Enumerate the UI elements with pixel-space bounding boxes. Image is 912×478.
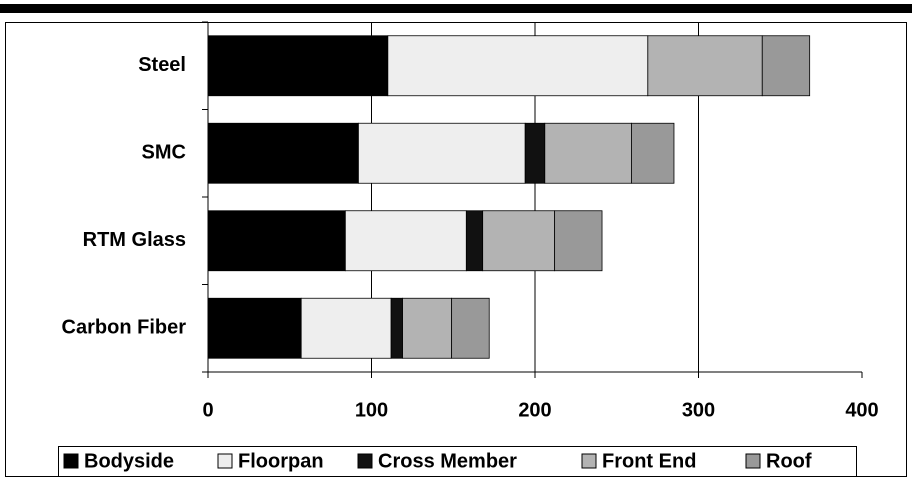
bar-segment <box>390 297 403 359</box>
y-tick-label: Steel <box>138 54 186 76</box>
bar-segment <box>761 35 811 97</box>
y-tick-label: Carbon Fiber <box>62 317 187 339</box>
legend-swatch <box>745 453 761 469</box>
legend-label: Front End <box>602 450 696 472</box>
bar-segment <box>344 210 467 272</box>
legend-label: Floorpan <box>238 450 324 472</box>
legend-label: Cross Member <box>378 450 517 472</box>
x-tick-label: 400 <box>845 399 878 421</box>
bar-segment <box>402 297 453 359</box>
bar-segment <box>387 35 649 97</box>
legend-label: Bodyside <box>84 450 174 472</box>
bar-segment <box>207 210 346 272</box>
bar-segment <box>631 122 675 184</box>
bar-segment <box>524 122 546 184</box>
bar-segment <box>207 122 359 184</box>
bar-segment <box>544 122 632 184</box>
x-tick-label: 300 <box>682 399 715 421</box>
x-tick-label: 100 <box>355 399 388 421</box>
bar-segment <box>554 210 603 272</box>
bar-segment <box>358 122 526 184</box>
legend-swatch <box>581 453 597 469</box>
x-tick-label: 200 <box>518 399 551 421</box>
bar-segment <box>300 297 392 359</box>
legend-label: Roof <box>766 450 812 472</box>
legend-box <box>58 446 857 477</box>
x-tick-label: 0 <box>202 399 213 421</box>
bar-segment <box>482 210 556 272</box>
y-tick-label: RTM Glass <box>83 229 186 251</box>
bar-segment <box>647 35 763 97</box>
legend-swatch <box>217 453 233 469</box>
legend-swatch <box>357 453 373 469</box>
top-band <box>0 4 912 13</box>
y-tick-label: SMC <box>142 142 186 164</box>
bar-segment <box>207 35 389 97</box>
bar-segment <box>465 210 484 272</box>
bar-segment <box>207 297 302 359</box>
legend-swatch <box>63 453 79 469</box>
bar-segment <box>451 297 490 359</box>
